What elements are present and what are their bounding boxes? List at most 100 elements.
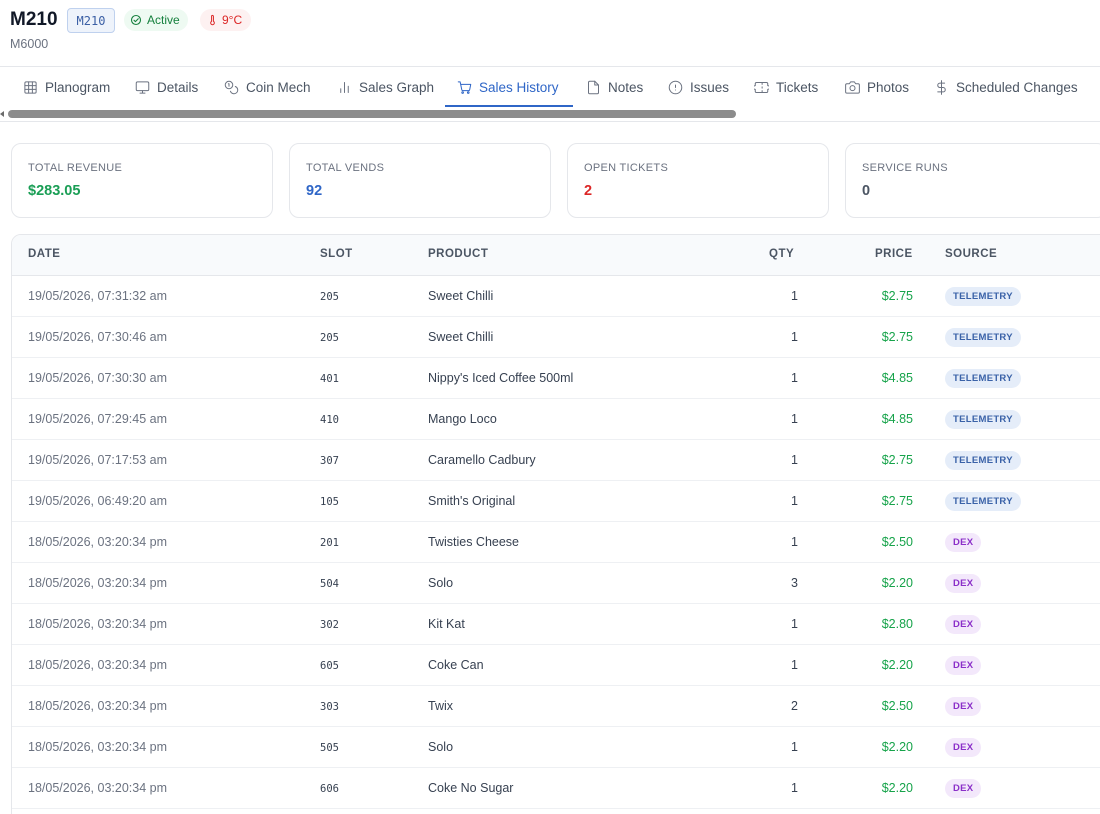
cell-price: $4.85	[881, 371, 913, 385]
cell-date: 19/05/2026, 07:29:45 am	[28, 412, 168, 426]
monitor-icon	[135, 81, 150, 94]
tab-label: Sales Graph	[359, 80, 435, 95]
cell-slot: 401	[320, 373, 339, 385]
cell-price: $2.75	[881, 494, 913, 508]
cell-date: 19/05/2026, 07:31:32 am	[28, 289, 168, 303]
cell-product: Sweet Chilli	[428, 289, 494, 303]
stat-card-total-vends: TOTAL VENDS 92	[289, 143, 551, 218]
cell-date: 18/05/2026, 03:20:34 pm	[28, 781, 168, 795]
tab-label: Coin Mech	[246, 80, 311, 95]
table-row[interactable]: 18/05/2026, 03:20:34 pm 606 Coke No Sugar 1…	[12, 768, 1100, 809]
check-circle-icon	[130, 14, 142, 26]
cell-qty: 1	[791, 371, 798, 385]
tab-label: Scheduled Changes	[956, 80, 1078, 95]
stat-value: $283.05	[28, 183, 81, 199]
scrollbar-thumb[interactable]	[8, 110, 736, 118]
tab-label: Tickets	[776, 80, 819, 95]
cell-product: Mango Loco	[428, 412, 497, 426]
table-row[interactable]: 19/05/2026, 07:30:46 am 205 Sweet Chilli 1 $…	[12, 317, 1100, 358]
table-row[interactable]: 18/05/2026, 03:20:34 pm 505 Solo 1 $2.20 DEX	[12, 727, 1100, 768]
column-header-source[interactable]: SOURCE	[945, 248, 998, 260]
cell-slot: 307	[320, 455, 339, 467]
tab-scrollbar[interactable]	[0, 108, 1100, 122]
column-header-slot[interactable]: SLOT	[320, 248, 353, 260]
cell-price: $2.20	[881, 740, 913, 754]
table-row[interactable]: 19/05/2026, 07:17:53 am 307 Caramello Cadb…	[12, 440, 1100, 481]
tab-sales-graph[interactable]: Sales Graph	[337, 67, 434, 108]
column-header-date[interactable]: DATE	[28, 248, 61, 260]
column-header-product[interactable]: PRODUCT	[428, 248, 489, 260]
cell-qty: 1	[791, 658, 798, 672]
tab-label: Notes	[608, 80, 644, 95]
cell-product: Solo	[428, 740, 454, 754]
cell-slot: 504	[320, 578, 339, 590]
cell-product: Solo	[428, 576, 454, 590]
source-badge: TELEMETRY	[945, 287, 1021, 306]
cell-slot: 505	[320, 742, 339, 754]
stat-value: 0	[862, 183, 871, 199]
tab-planogram[interactable]: Planogram	[23, 67, 110, 108]
tab-coin-mech[interactable]: Coin Mech	[224, 67, 311, 108]
tab-notes[interactable]: Notes	[586, 67, 643, 108]
table-row[interactable]: 19/05/2026, 07:31:32 am 205 Sweet Chilli 1 $…	[12, 276, 1100, 317]
cell-price: $4.85	[881, 412, 913, 426]
cell-date: 18/05/2026, 03:20:34 pm	[28, 535, 168, 549]
tab-sales-history[interactable]: Sales History	[457, 67, 559, 108]
machine-code-badge: M210	[67, 8, 115, 33]
scroll-left-arrow-icon[interactable]	[0, 111, 4, 117]
cell-product: Coke No Sugar	[428, 781, 514, 795]
table-row[interactable]: 19/05/2026, 07:30:30 am 401 Nippy's Iced C…	[12, 358, 1100, 399]
column-header-price[interactable]: PRICE	[875, 248, 913, 260]
column-header-qty[interactable]: QTY	[769, 248, 795, 260]
tab-label: Details	[157, 80, 199, 95]
cell-price: $2.50	[881, 699, 913, 713]
table-row[interactable]: 18/05/2026, 03:20:34 pm 303 Twix 2 $2.50 DEX	[12, 686, 1100, 727]
sales-history-table: DATE SLOT PRODUCT QTY PRICE SOURCE 19/05…	[11, 234, 1100, 814]
source-badge: DEX	[945, 574, 982, 593]
bar-chart-icon	[340, 82, 349, 93]
cell-price: $2.75	[881, 289, 913, 303]
cell-date: 18/05/2026, 03:20:34 pm	[28, 699, 168, 713]
thermometer-icon	[210, 14, 215, 26]
cell-date: 19/05/2026, 06:49:20 am	[28, 494, 168, 508]
cell-qty: 1	[791, 412, 798, 426]
table-row[interactable]: 18/05/2026, 03:20:34 pm 504 Solo 3 $2.20 DEX	[12, 563, 1100, 604]
stat-card-service-runs: SERVICE RUNS 0	[845, 143, 1100, 218]
cell-date: 19/05/2026, 07:30:46 am	[28, 330, 168, 344]
stat-label: SERVICE RUNS	[862, 162, 948, 174]
stat-value: 92	[306, 183, 323, 199]
table-row[interactable]: 18/05/2026, 03:20:34 pm 201 Twisties Chees…	[12, 522, 1100, 563]
source-badge: TELEMETRY	[945, 369, 1021, 388]
source-badge: DEX	[945, 615, 982, 634]
tab-issues[interactable]: Issues	[668, 67, 729, 108]
tab-photos[interactable]: Photos	[845, 67, 909, 108]
cell-slot: 605	[320, 660, 339, 672]
tab-bar: Planogram Details Coin Mech Sales Graph …	[0, 66, 1100, 108]
cell-product: Coke Can	[428, 658, 484, 672]
tab-tickets[interactable]: Tickets	[754, 67, 818, 108]
cell-qty: 3	[791, 576, 798, 590]
cell-product: Caramello Cadbury	[428, 453, 536, 467]
cell-slot: 201	[320, 537, 339, 549]
cell-slot: 205	[320, 291, 339, 303]
stat-value: 2	[584, 183, 593, 199]
table-row[interactable]: 18/05/2026, 03:20:34 pm 302 Kit Kat 1 $2.80 D…	[12, 604, 1100, 645]
source-badge: DEX	[945, 656, 982, 675]
table-row[interactable]: 19/05/2026, 06:49:20 am 105 Smith's Origin…	[12, 481, 1100, 522]
cell-product: Sweet Chilli	[428, 330, 494, 344]
source-badge: DEX	[945, 738, 982, 757]
cell-slot: 303	[320, 701, 339, 713]
tab-details[interactable]: Details	[135, 67, 198, 108]
table-row[interactable]: 19/05/2026, 07:29:45 am 410 Mango Loco 1 $4.…	[12, 399, 1100, 440]
table-row[interactable]: 18/05/2026, 03:20:34 pm 605 Coke Can 1 $2.20…	[12, 645, 1100, 686]
tab-scheduled-changes[interactable]: Scheduled Changes	[934, 67, 1078, 108]
cell-product: Smith's Original	[428, 494, 516, 508]
cell-qty: 1	[791, 494, 798, 508]
tab-label: Photos	[867, 80, 910, 95]
source-badge: DEX	[945, 779, 982, 798]
cell-date: 19/05/2026, 07:30:30 am	[28, 371, 168, 385]
cell-slot: 105	[320, 496, 339, 508]
tab-label: Sales History	[479, 80, 559, 95]
coins-icon	[224, 80, 239, 95]
page-title: M210	[10, 9, 58, 30]
